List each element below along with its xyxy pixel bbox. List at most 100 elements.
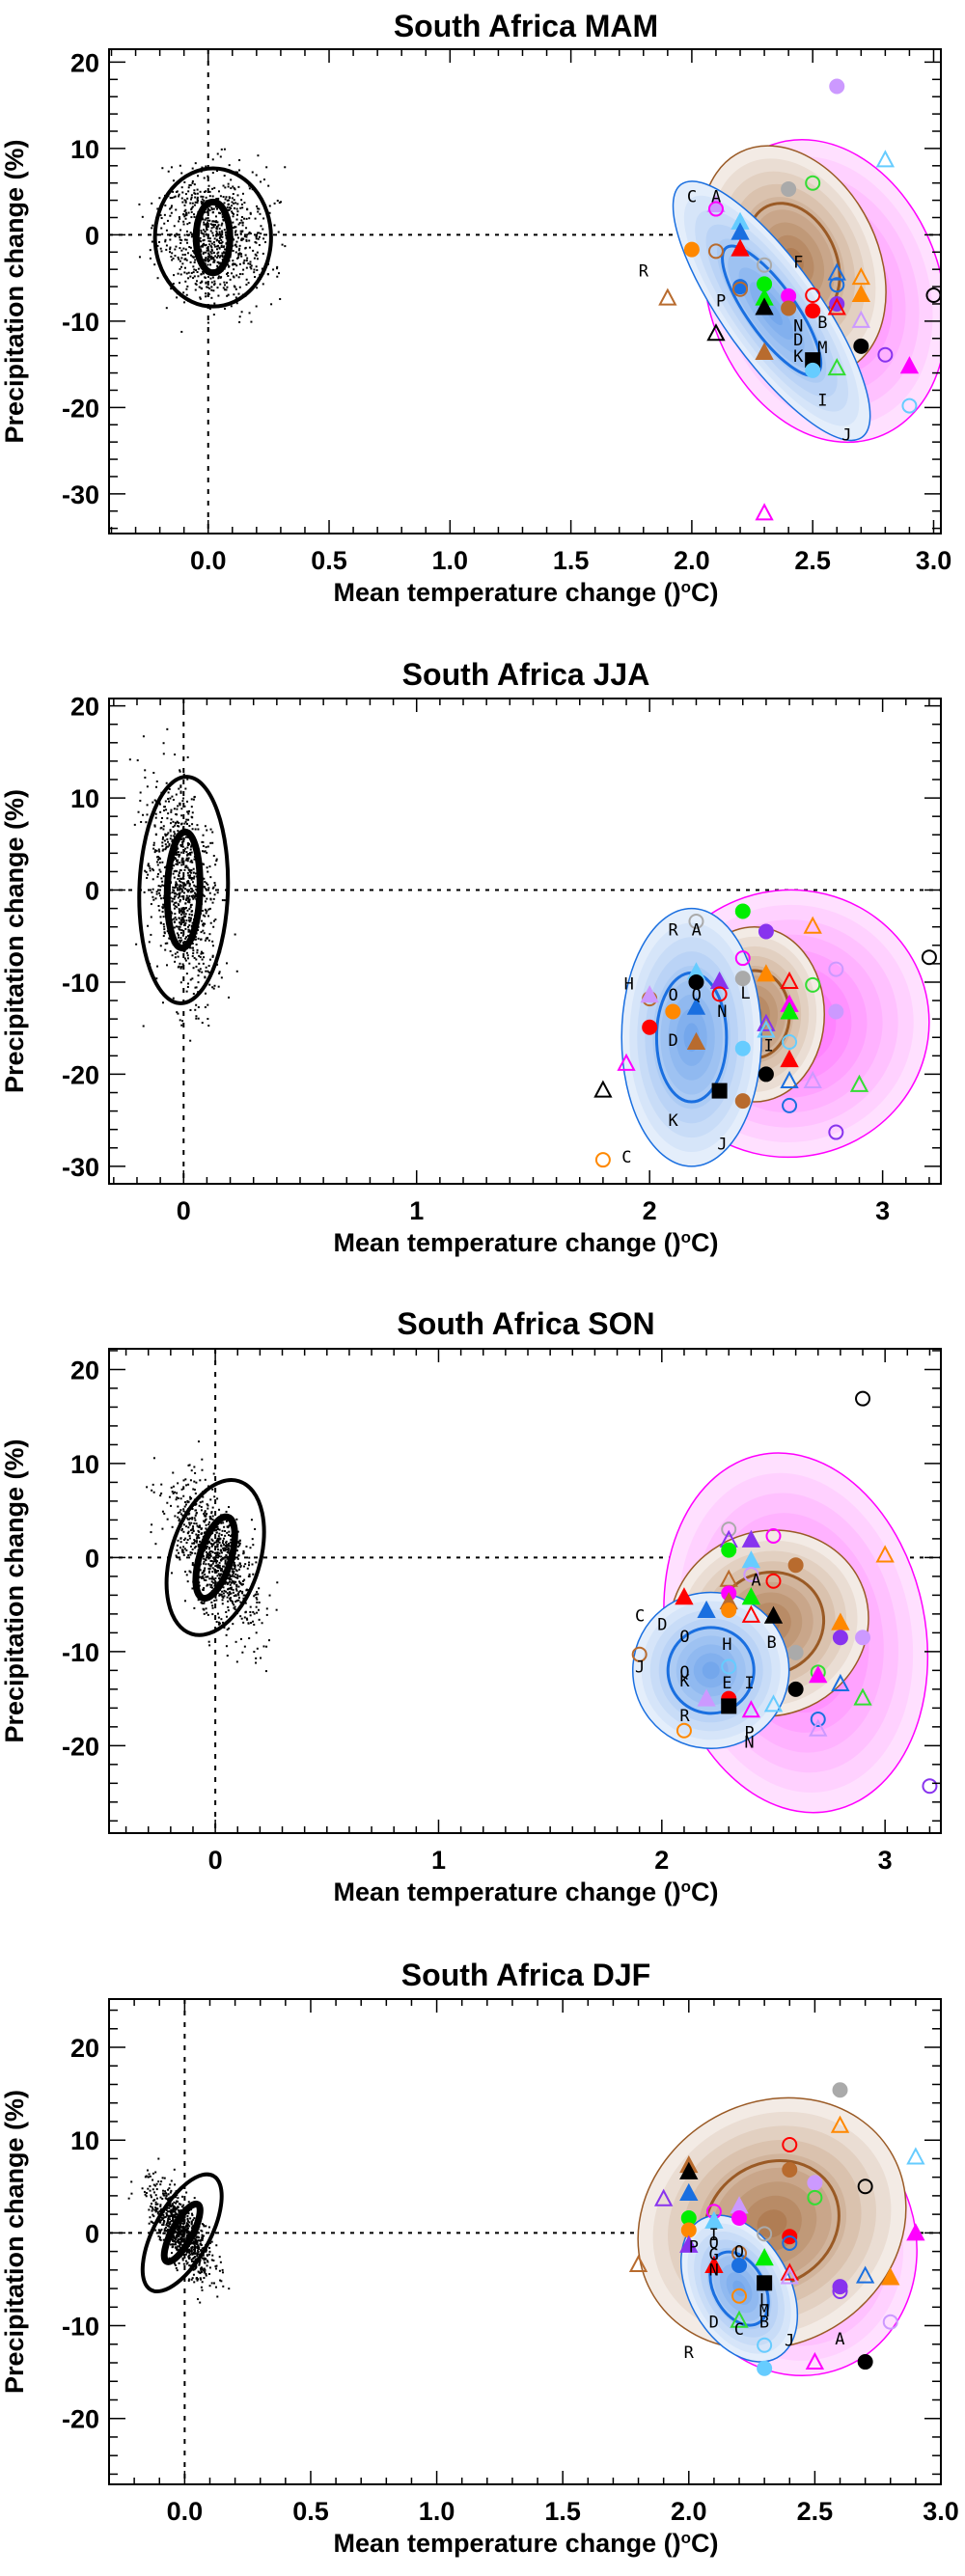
plot-frame: [108, 698, 942, 1185]
noise-point: [169, 896, 172, 899]
noise-point: [204, 2268, 207, 2271]
noise-point: [154, 897, 157, 900]
noise-point: [237, 276, 240, 279]
degree-symbol: o: [681, 1228, 691, 1247]
noise-point: [190, 1521, 193, 1524]
noise-point: [221, 233, 224, 236]
noise-point: [245, 235, 248, 238]
model-marker-circle: [787, 1644, 804, 1660]
noise-point: [191, 828, 194, 831]
noise-point: [195, 1541, 198, 1544]
noise-point: [202, 863, 205, 865]
noise-point: [216, 1525, 219, 1528]
model-marker-triangle: [851, 284, 870, 303]
noise-point: [179, 267, 181, 270]
noise-point: [248, 1564, 251, 1567]
model-marker-circle: [757, 2360, 773, 2376]
noise-point: [181, 963, 184, 966]
noise-point: [240, 1583, 243, 1586]
noise-point: [158, 197, 161, 200]
noise-point: [224, 284, 227, 287]
noise-point: [148, 2208, 151, 2211]
noise-point: [202, 929, 205, 932]
noise-point: [157, 885, 160, 888]
noise-point: [178, 851, 180, 854]
noise-point: [188, 221, 191, 224]
noise-point: [155, 2188, 158, 2191]
noise-point: [185, 857, 188, 860]
model-letter-label: H: [722, 1635, 731, 1655]
noise-point: [210, 242, 213, 245]
noise-point: [181, 916, 184, 918]
noise-point: [207, 292, 210, 295]
noise-point: [190, 851, 193, 854]
noise-point: [183, 1600, 186, 1603]
noise-point: [228, 1577, 231, 1580]
noise-point: [167, 840, 170, 843]
noise-point: [209, 251, 212, 254]
noise-point: [186, 909, 189, 912]
noise-point: [189, 861, 192, 863]
noise-point: [198, 1525, 201, 1528]
noise-point: [179, 887, 182, 890]
noise-point: [207, 1567, 210, 1570]
noise-point: [202, 201, 205, 204]
noise-point: [216, 245, 219, 248]
noise-point: [204, 1558, 207, 1561]
noise-point: [178, 195, 180, 198]
noise-point: [252, 1620, 255, 1623]
noise-point: [222, 218, 225, 221]
noise-point: [186, 822, 189, 825]
noise-point: [212, 886, 215, 889]
noise-point: [171, 2209, 174, 2212]
noise-point: [141, 2187, 144, 2190]
noise-point: [186, 2234, 189, 2237]
noise-point: [187, 1553, 190, 1556]
noise-point: [196, 1536, 199, 1539]
noise-point: [165, 307, 168, 310]
model-marker-circle: [782, 2161, 798, 2178]
noise-point: [174, 960, 177, 963]
noise-point: [151, 202, 153, 205]
noise-point: [232, 193, 234, 196]
noise-point: [183, 199, 186, 202]
noise-point: [202, 244, 205, 247]
noise-point: [205, 2250, 207, 2253]
noise-point: [152, 772, 155, 775]
noise-point: [194, 894, 197, 897]
noise-point: [201, 2247, 204, 2250]
model-marker-triangle: [827, 357, 846, 376]
noise-point: [242, 261, 245, 264]
noise-point: [207, 175, 209, 178]
model-letter-label: A: [692, 920, 702, 940]
y-tick-label: 10: [70, 2126, 99, 2155]
noise-point: [158, 240, 161, 243]
noise-point: [193, 192, 196, 195]
noise-point: [212, 234, 215, 237]
noise-point: [211, 945, 214, 947]
noise-point: [176, 1011, 179, 1014]
noise-point: [179, 925, 181, 928]
noise-point: [207, 1543, 209, 1546]
noise-point: [250, 1519, 253, 1521]
noise-point: [219, 2279, 222, 2282]
noise-point: [173, 903, 176, 906]
model-marker-triangle: [679, 2182, 699, 2201]
noise-point: [204, 975, 207, 978]
noise-point: [159, 2221, 162, 2224]
noise-point: [177, 2233, 179, 2235]
noise-point: [208, 2285, 211, 2288]
model-marker-circle: [855, 1630, 871, 1646]
noise-point: [234, 1588, 237, 1591]
noise-point: [213, 260, 216, 262]
noise-point: [176, 2269, 179, 2272]
noise-point: [264, 1670, 267, 1673]
noise-point: [169, 837, 172, 840]
noise-point: [161, 2177, 164, 2179]
noise-point: [154, 2203, 157, 2206]
noise-point: [278, 272, 281, 275]
noise-point: [195, 965, 198, 968]
noise-point: [222, 1547, 225, 1549]
noise-point: [234, 231, 236, 233]
noise-point: [276, 265, 279, 268]
